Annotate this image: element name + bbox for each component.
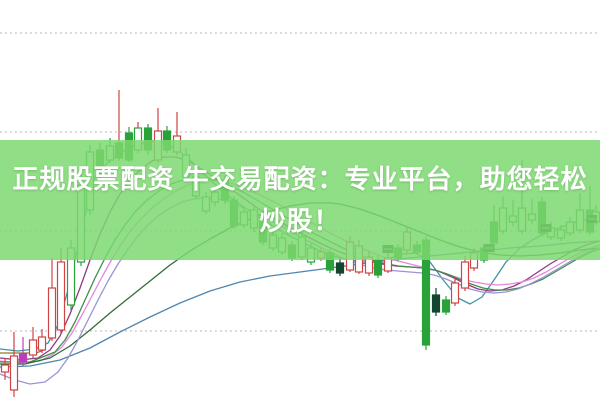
stock-promo-image: 正规股票配资 牛交易配资：专业平台，助您轻松 炒股！ bbox=[0, 32, 600, 397]
candlestick-chart bbox=[0, 32, 600, 397]
